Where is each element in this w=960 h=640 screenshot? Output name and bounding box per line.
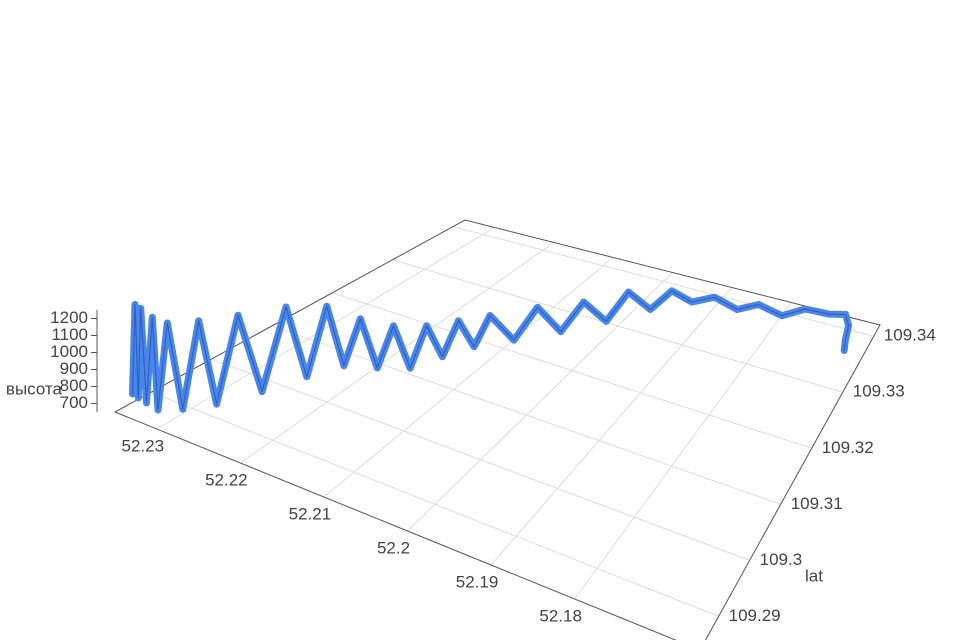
x-tick-label: 52.21 — [289, 504, 332, 523]
grid-line — [240, 242, 555, 464]
z-tick-label: 1000 — [50, 342, 88, 361]
grid-line — [574, 302, 792, 600]
y-tick-label: 109.29 — [729, 606, 781, 625]
grid-line — [392, 259, 843, 393]
z-tick-label: 700 — [60, 393, 88, 412]
grid-line — [407, 272, 673, 532]
y-tick-label: 109.34 — [884, 326, 936, 345]
x-tick-label: 52.2 — [377, 538, 410, 557]
y-tick-label: 109.3 — [760, 550, 803, 569]
z-tick-label: 900 — [60, 359, 88, 378]
x-tick-label: 52.23 — [122, 436, 165, 455]
grid-line — [151, 391, 719, 617]
line-trace-edge — [131, 290, 850, 411]
grid-line — [323, 257, 614, 498]
y-tick-label: 109.32 — [822, 438, 874, 457]
marks — [129, 287, 853, 414]
grid-line — [156, 227, 495, 430]
grid-line — [211, 358, 750, 561]
z-tick-label: 1200 — [50, 308, 88, 327]
y-tick-label: 109.33 — [853, 382, 905, 401]
y-axis-title: lat — [805, 566, 823, 585]
grid-line — [452, 226, 874, 337]
x-tick-label: 52.18 — [539, 606, 582, 625]
floor — [91, 219, 881, 640]
x-tick-label: 52.19 — [456, 572, 499, 591]
grid-line — [490, 287, 733, 566]
z-axis-title: высота — [6, 379, 63, 398]
grid-line — [332, 292, 812, 449]
z-tick-label: 1100 — [51, 325, 88, 344]
y-tick-label: 109.31 — [791, 494, 843, 513]
z-tick-label: 800 — [60, 376, 88, 395]
labels: 52.23 52.22 52.21 52.2 52.19 52.18 109.34 109.3… — [6, 308, 936, 626]
grid-line — [271, 325, 781, 505]
x-tick-label: 52.22 — [205, 470, 248, 489]
floor-border — [113, 219, 881, 640]
